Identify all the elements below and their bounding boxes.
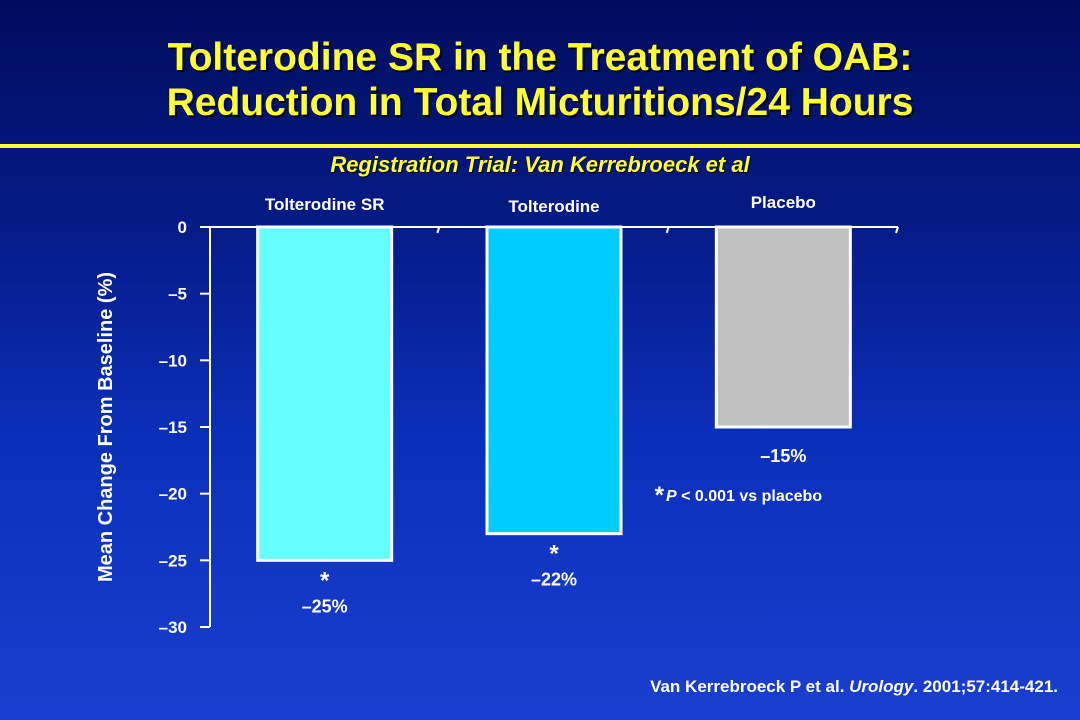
citation-journal: Urology (849, 677, 914, 696)
value-label: –22% (531, 570, 577, 590)
y-tick-label: –30 (159, 618, 187, 637)
footnote-star: * (655, 482, 665, 509)
category-label: Tolterodine SR (265, 195, 385, 214)
bar-2 (485, 225, 623, 536)
category-label: Placebo (751, 193, 816, 212)
y-axis-title: Mean Change From Baseline (%) (95, 272, 117, 582)
y-tick-label: –5 (168, 285, 187, 304)
citation-authors: Van Kerrebroeck P et al. (650, 677, 850, 696)
value-label: –15% (760, 446, 806, 466)
y-tick-label: –25 (159, 551, 187, 570)
bar-1 (256, 225, 394, 562)
chart-subtitle: Registration Trial: Van Kerrebroeck et a… (330, 152, 750, 177)
title-divider (0, 144, 1080, 148)
y-tick-label: 0 (178, 218, 187, 237)
title-line-1: Tolterodine SR in the Treatment of OAB: (167, 36, 913, 79)
y-tick-label: –20 (159, 485, 187, 504)
footnote-text: P < 0.001 vs placebo (666, 488, 822, 505)
citation: Van Kerrebroeck P et al. Urology. 2001;5… (650, 677, 1058, 697)
y-tick-label: –10 (159, 351, 187, 370)
citation-details: . 2001;57:414-421. (913, 677, 1058, 696)
y-tick-label: –15 (159, 418, 187, 437)
x-tick (895, 226, 899, 234)
bar-3 (714, 225, 852, 429)
value-label: –25% (302, 596, 348, 616)
significance-star: * (320, 567, 330, 594)
x-tick (436, 226, 441, 234)
title-line-2: Reduction in Total Micturitions/24 Hours (166, 81, 914, 124)
category-label: Tolterodine (508, 197, 599, 216)
significance-star: * (549, 541, 559, 568)
x-tick (665, 226, 670, 234)
